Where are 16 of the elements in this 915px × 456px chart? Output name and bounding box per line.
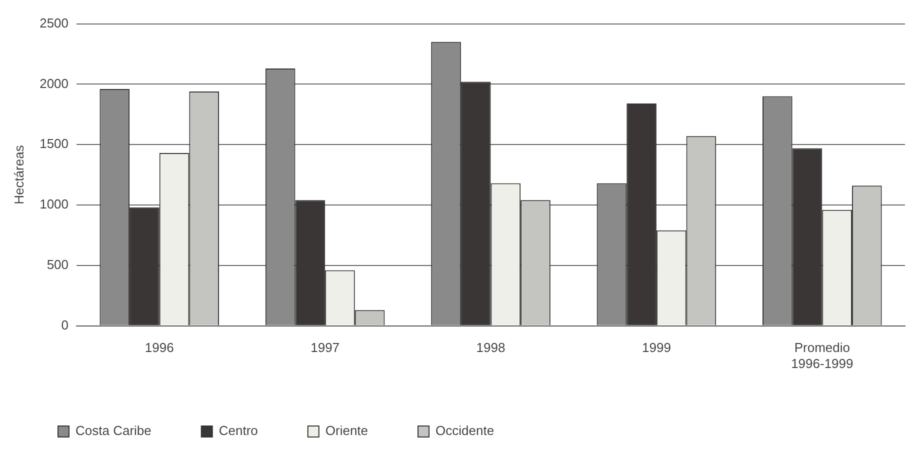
legend-label: Costa Caribe	[76, 423, 152, 438]
x-tick-label: 1997	[310, 340, 340, 356]
y-tick-label: 1500	[40, 136, 69, 152]
y-tick-label: 0	[61, 317, 69, 332]
x-tick-label: 1998	[476, 340, 506, 356]
legend-label: Oriente	[325, 423, 368, 438]
x-tick-label: 1999	[642, 340, 671, 356]
y-tick-label: 2000	[40, 76, 69, 91]
legend-label: Occidente	[436, 423, 494, 438]
y-tick-label: 2500	[40, 15, 69, 30]
x-tick-label: 1996	[144, 340, 174, 356]
x-tick-label: Promedio 1996-1999	[791, 340, 854, 371]
legend-label: Centro	[218, 423, 258, 438]
y-tick-label: 500	[46, 256, 69, 272]
y-tick-label: 1000	[40, 196, 69, 212]
y-axis-title: Hectáreas	[11, 144, 26, 204]
